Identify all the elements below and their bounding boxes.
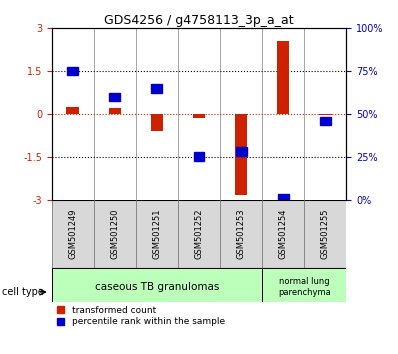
Text: normal lung
parenchyma: normal lung parenchyma — [278, 277, 331, 297]
Bar — [136, 200, 178, 268]
Bar — [52, 200, 94, 268]
Text: GSM501253: GSM501253 — [236, 209, 246, 259]
Text: GSM501255: GSM501255 — [321, 209, 330, 259]
Bar — [262, 268, 346, 302]
Text: GSM501250: GSM501250 — [110, 209, 119, 259]
Bar — [152, 84, 162, 92]
Bar — [220, 200, 262, 268]
Bar — [66, 107, 79, 114]
Bar — [109, 108, 121, 114]
Text: GSM501254: GSM501254 — [279, 209, 288, 259]
Bar — [52, 268, 262, 302]
Bar — [236, 147, 246, 156]
Bar — [319, 114, 332, 115]
Bar — [277, 41, 289, 114]
Bar — [304, 200, 346, 268]
Text: GSM501252: GSM501252 — [195, 209, 203, 259]
Text: cell type: cell type — [2, 287, 44, 297]
Bar — [178, 200, 220, 268]
Bar — [278, 194, 289, 202]
Bar — [235, 114, 248, 195]
Bar — [193, 114, 205, 118]
Bar — [67, 67, 78, 75]
Bar — [193, 153, 205, 161]
Bar — [320, 116, 331, 125]
Title: GDS4256 / g4758113_3p_a_at: GDS4256 / g4758113_3p_a_at — [104, 14, 294, 27]
Text: GSM501249: GSM501249 — [68, 209, 77, 259]
Legend: transformed count, percentile rank within the sample: transformed count, percentile rank withi… — [56, 305, 226, 327]
Bar — [150, 114, 163, 131]
Bar — [109, 92, 120, 101]
Text: GSM501251: GSM501251 — [152, 209, 162, 259]
Bar — [262, 200, 304, 268]
Text: caseous TB granulomas: caseous TB granulomas — [95, 282, 219, 292]
Bar — [94, 200, 136, 268]
